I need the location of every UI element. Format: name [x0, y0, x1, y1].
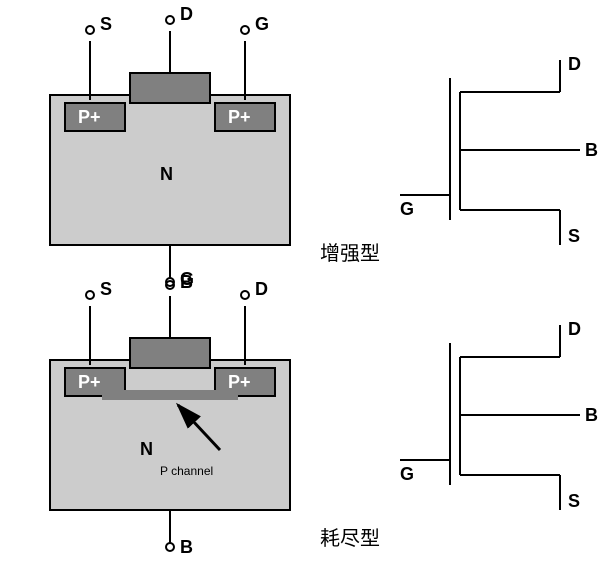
pin-d-label: D — [255, 279, 268, 299]
symbol-label-d: D — [568, 54, 581, 74]
pin-b-label: B — [180, 537, 193, 557]
label-pplus-right: P+ — [228, 107, 251, 127]
pin-s-ring — [86, 291, 94, 299]
gate-block — [130, 338, 210, 368]
pin-d-label: D — [180, 4, 193, 24]
symbol-label-d: D — [568, 319, 581, 339]
pin-d-ring — [241, 291, 249, 299]
symbol-label-g: G — [400, 199, 414, 219]
symbol-label-b: B — [585, 405, 598, 425]
enhancement-cross-section: SDGBNP+P+ — [50, 4, 290, 292]
symbol-label-b: B — [585, 140, 598, 160]
caption-depletion: 耗尽型 — [320, 527, 380, 550]
pin-s-ring — [86, 26, 94, 34]
pin-g-ring — [241, 26, 249, 34]
pin-g-label: G — [180, 269, 194, 289]
label-p-channel: P channel — [160, 464, 213, 478]
gate-block — [130, 73, 210, 103]
label-pplus-left: P+ — [78, 107, 101, 127]
symbol-label-s: S — [568, 226, 580, 246]
label-pplus-left: P+ — [78, 372, 101, 392]
label-n: N — [140, 439, 153, 459]
caption-enhancement: 增强型 — [320, 242, 380, 265]
depletion-symbol: D B G S — [400, 319, 598, 511]
pin-b-ring — [166, 543, 174, 551]
label-n: N — [160, 164, 173, 184]
enhancement-symbol: D B G S — [400, 54, 598, 246]
pin-d-ring — [166, 16, 174, 24]
symbol-label-g: G — [400, 464, 414, 484]
pin-g-label: G — [255, 14, 269, 34]
pin-s-label: S — [100, 279, 112, 299]
p-channel — [103, 391, 237, 399]
label-pplus-right: P+ — [228, 372, 251, 392]
symbol-label-s: S — [568, 491, 580, 511]
mosfet-diagram: SDGBNP+P+DBGS增强型SDGBNP+P+P channelDBGS耗尽… — [0, 0, 613, 569]
pin-s-label: S — [100, 14, 112, 34]
depletion-cross-section: S D G B N P+ P+ P channel — [50, 269, 290, 557]
